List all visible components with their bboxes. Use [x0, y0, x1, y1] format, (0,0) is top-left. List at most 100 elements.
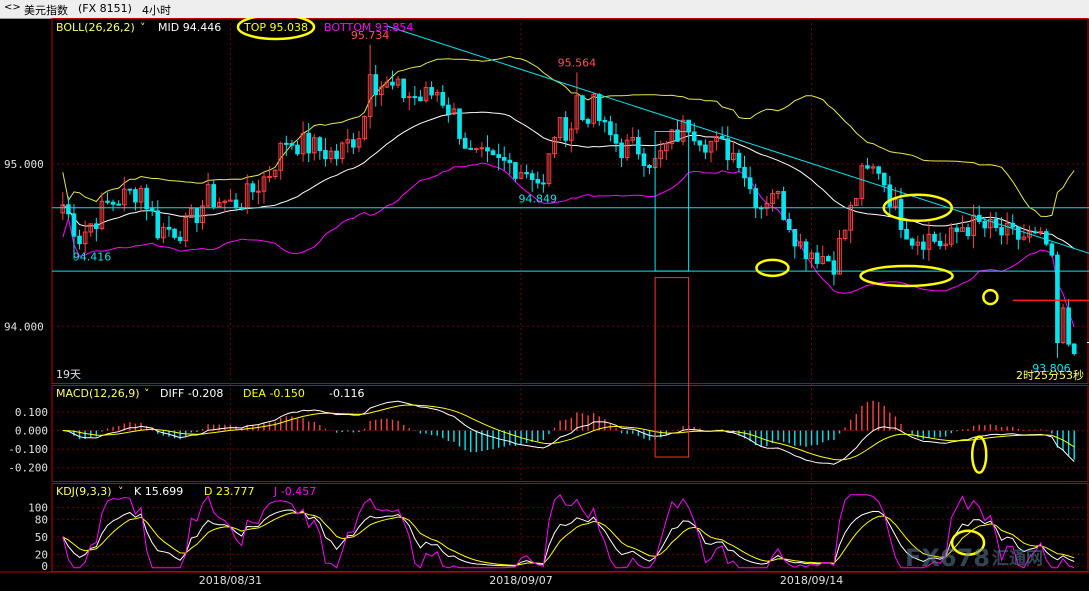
candle-body — [71, 213, 77, 237]
candle-body — [94, 223, 99, 229]
price-annotation-low2: 93.806 — [1032, 362, 1071, 375]
candle-body — [988, 218, 993, 229]
candle-body — [429, 87, 434, 96]
back-arrow-icon[interactable]: <> — [4, 2, 21, 13]
macd-highlight-ellipse — [970, 435, 988, 474]
candle-body — [921, 241, 926, 250]
candle-body — [222, 200, 228, 204]
candle-body — [177, 236, 183, 242]
candle-body — [155, 210, 161, 239]
candle-body — [1016, 226, 1021, 240]
macd-dea: DEA -0.150 — [243, 387, 305, 400]
candle-body — [1055, 254, 1060, 344]
candle-body — [770, 193, 775, 204]
candle-body — [630, 136, 636, 141]
price-axis-label: 95.000 — [4, 158, 44, 171]
red-box — [654, 277, 690, 458]
candle-body — [585, 119, 591, 124]
kdj-axis-label: 80 — [35, 513, 48, 526]
candle-body — [311, 137, 317, 154]
candle-body — [121, 188, 127, 206]
kdj-k-line — [62, 509, 1075, 567]
candle-body — [462, 137, 468, 149]
candle-body — [619, 142, 624, 158]
candle-body — [580, 95, 585, 121]
candle-body — [859, 165, 865, 199]
macd-value: -0.116 — [329, 387, 364, 400]
candle-body — [518, 172, 524, 179]
candle-body — [323, 150, 328, 160]
candle-body — [1049, 243, 1055, 256]
candle-body — [105, 200, 110, 203]
candle-body — [725, 138, 731, 161]
chevron-down-icon[interactable]: ˅ — [140, 21, 146, 34]
candle-body — [837, 237, 842, 275]
candle-body — [228, 199, 233, 202]
candle-body — [1004, 222, 1010, 236]
candle-body — [937, 240, 943, 247]
candle-body — [300, 132, 306, 155]
candle-body — [496, 154, 501, 159]
candle-body — [898, 199, 904, 230]
candle-body — [663, 143, 669, 152]
candle-body — [479, 147, 485, 150]
boll-label[interactable]: BOLL(26,26,2) — [56, 21, 135, 34]
candle-body — [591, 93, 596, 124]
macd-axis-label: 0.100 — [15, 406, 48, 419]
date-label: 2018/08/31 — [199, 574, 262, 587]
candle-body — [803, 241, 809, 260]
chevron-down-icon[interactable]: ˅ — [144, 387, 150, 400]
macd-layer — [62, 400, 1075, 465]
top-highlight-ellipse — [236, 18, 316, 41]
candle-body — [535, 178, 541, 184]
candle-body — [66, 204, 71, 215]
candle-body — [915, 241, 921, 246]
watermark-brand: FX678 — [905, 544, 990, 572]
macd-label[interactable]: MACD(12,26,9) — [56, 387, 140, 400]
candle-body — [378, 86, 384, 96]
candle-body — [764, 202, 770, 209]
candle-body — [870, 166, 876, 169]
candle-body — [909, 238, 915, 246]
candle-body — [948, 227, 954, 245]
candle-body — [714, 135, 719, 142]
candle-body — [932, 233, 937, 242]
macd-diff-line — [62, 400, 1075, 465]
period-selector[interactable]: 4小时 — [142, 4, 171, 17]
candle-body — [820, 256, 826, 264]
candle-body — [697, 140, 703, 146]
candle-body — [1066, 307, 1071, 345]
chevron-down-icon[interactable]: ˅ — [118, 485, 124, 498]
candle-body — [624, 139, 630, 158]
candle-body — [1010, 222, 1016, 228]
candle-body — [904, 228, 909, 240]
candle-body — [546, 153, 552, 184]
boll-mid-line — [62, 111, 1075, 250]
candle-body — [552, 137, 557, 155]
candle-body — [345, 139, 351, 144]
candle-body — [943, 243, 949, 247]
kdj-layer — [62, 493, 1075, 569]
candle-body — [982, 220, 988, 229]
candle-body — [211, 184, 216, 208]
candle-body — [144, 187, 149, 210]
candle-body — [172, 228, 177, 238]
candle-body — [133, 189, 138, 203]
candle-body — [457, 108, 462, 139]
candle-body — [205, 184, 211, 207]
candle-body — [831, 260, 837, 275]
candle-body — [267, 175, 272, 178]
candle-body — [339, 142, 345, 159]
candle-body — [233, 199, 239, 209]
kdj-label[interactable]: KDJ(9,3,3) — [56, 485, 112, 498]
price-annotation-high1: 95.734 — [351, 29, 390, 42]
candle-body — [434, 92, 440, 96]
candle-body — [334, 150, 339, 159]
candle-body — [853, 197, 859, 206]
candle-body — [161, 226, 166, 239]
candle-body — [792, 229, 798, 247]
candle-body — [513, 162, 518, 179]
candle-body — [826, 256, 831, 262]
candle-body — [451, 108, 457, 115]
candle-body — [446, 104, 451, 115]
